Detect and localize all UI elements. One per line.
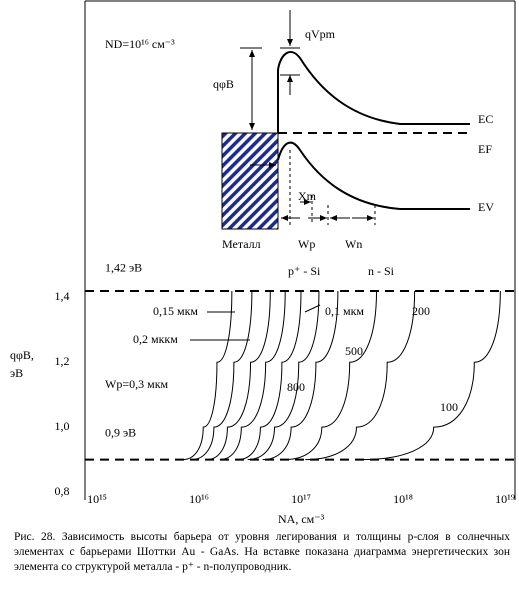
band-diagram — [221, 10, 470, 230]
curve — [183, 290, 233, 461]
inset-label: Wp — [298, 237, 315, 251]
x-axis-label: NA, см⁻³ — [278, 512, 325, 525]
reference-label: 0,9 эВ — [105, 425, 136, 439]
annotation: 0,15 мкм — [153, 304, 198, 318]
reference-label: 1,42 эВ — [105, 261, 142, 275]
annotation: p⁺ - Si — [288, 264, 321, 278]
curve — [237, 290, 302, 461]
y-tick-label: 0,8 — [55, 484, 70, 498]
inset-label: EC — [478, 112, 493, 126]
curve — [219, 290, 286, 461]
curve — [247, 290, 320, 461]
curve — [362, 290, 501, 461]
inset-label: Металл — [222, 237, 261, 251]
inset-label: Xm — [298, 189, 317, 203]
inset-label: qVpm — [305, 27, 336, 41]
x-tick-label: 10¹⁷ — [291, 492, 311, 506]
curve — [207, 290, 271, 461]
y-tick-label: 1,2 — [55, 354, 70, 368]
annotation: 800 — [287, 380, 305, 394]
x-tick-label: 10¹⁸ — [393, 492, 413, 506]
inset-label: EF — [478, 142, 492, 156]
y-axis-label: эВ — [10, 366, 23, 380]
curve — [305, 290, 416, 461]
x-tick-label: 10¹⁹ — [495, 492, 515, 506]
annotation: 0,1 мкм — [325, 304, 364, 318]
y-tick-label: 1,0 — [55, 419, 70, 433]
inset-label: ND=10¹⁶ см⁻³ — [105, 37, 175, 51]
y-axis-label: qφB, — [10, 348, 34, 362]
y-tick-label: 1,4 — [55, 289, 70, 303]
leader-lines — [190, 304, 321, 341]
curve — [191, 290, 253, 461]
x-tick-label: 10¹⁶ — [189, 492, 209, 506]
curve — [262, 290, 339, 461]
annotation: 200 — [412, 304, 430, 318]
inset-label: qφB — [213, 77, 234, 91]
inset-label: Wn — [345, 237, 362, 251]
figure: ND=10¹⁶ см⁻³ qVpm qφB EC EF EV Xm Металл… — [10, 0, 516, 525]
curve — [285, 290, 378, 461]
annotation: 0,2 мккм — [133, 332, 178, 346]
inset-label: EV — [478, 200, 494, 214]
annotation: Wp=0,3 мкм — [105, 377, 169, 391]
annotation: 100 — [440, 400, 458, 414]
x-tick-label: 10¹⁵ — [87, 492, 107, 506]
annotation: 500 — [345, 344, 363, 358]
frame — [84, 0, 516, 500]
annotation: n - Si — [368, 264, 395, 278]
caption: Рис. 28. Зависимость высоты барьера от у… — [14, 531, 510, 573]
